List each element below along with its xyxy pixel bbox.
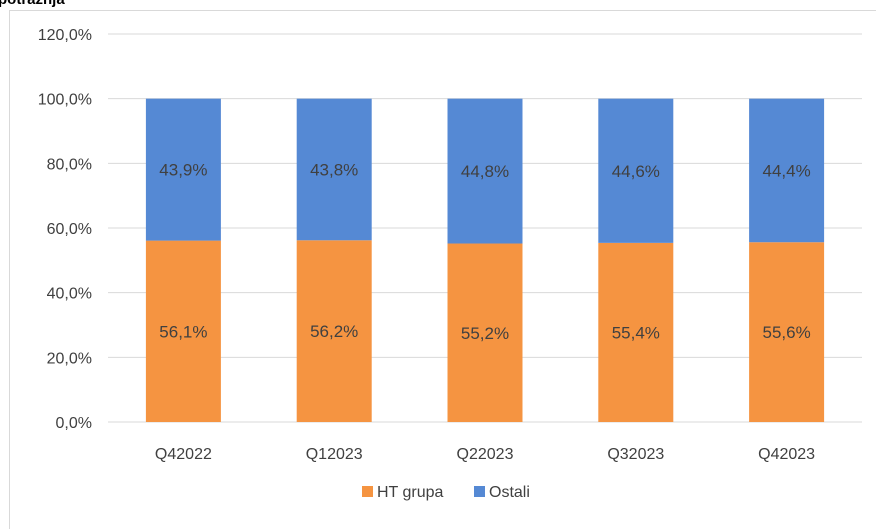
y-tick-label: 40,0% — [47, 286, 92, 303]
x-tick-label: Q32023 — [607, 446, 664, 463]
chart-border-left — [9, 10, 10, 529]
data-label: 56,1% — [159, 322, 207, 341]
y-tick-label: 120,0% — [38, 27, 92, 44]
data-label: 44,6% — [612, 162, 660, 181]
chart-border-top — [9, 10, 876, 11]
bar-segment-ostali — [749, 98, 825, 243]
data-label: 44,8% — [461, 162, 509, 181]
data-label: 55,6% — [762, 323, 810, 342]
data-label: 55,4% — [612, 323, 660, 342]
legend-label: HT grupa — [377, 484, 444, 501]
data-label: 55,2% — [461, 324, 509, 343]
data-label: 43,9% — [159, 161, 207, 180]
data-label: 44,4% — [762, 161, 810, 180]
bar-segment-ht-grupa — [598, 242, 674, 422]
legend-swatch — [474, 486, 485, 497]
bar-segment-ht-grupa — [145, 240, 221, 422]
bar-segment-ostali — [447, 98, 523, 244]
y-tick-label: 60,0% — [47, 221, 92, 238]
data-label: 56,2% — [310, 322, 358, 341]
bar-segment-ht-grupa — [447, 243, 523, 422]
y-tick-label: 20,0% — [47, 350, 92, 367]
x-tick-label: Q22023 — [457, 446, 514, 463]
x-tick-label: Q42023 — [758, 446, 815, 463]
x-tick-label: Q42022 — [155, 446, 212, 463]
data-label: 43,8% — [310, 160, 358, 179]
x-tick-label: Q12023 — [306, 446, 363, 463]
y-tick-label: 80,0% — [47, 156, 92, 173]
bar-segment-ostali — [145, 98, 221, 241]
y-tick-label: 0,0% — [56, 415, 92, 432]
bar-segment-ht-grupa — [296, 240, 372, 422]
bar-segment-ostali — [296, 98, 372, 241]
bar-segment-ht-grupa — [749, 242, 825, 422]
y-tick-label: 100,0% — [38, 92, 92, 109]
chart-title-fragment: potražnja — [0, 0, 65, 8]
legend-swatch — [362, 486, 373, 497]
bar-segment-ostali — [598, 98, 674, 243]
legend-label: Ostali — [489, 484, 530, 501]
